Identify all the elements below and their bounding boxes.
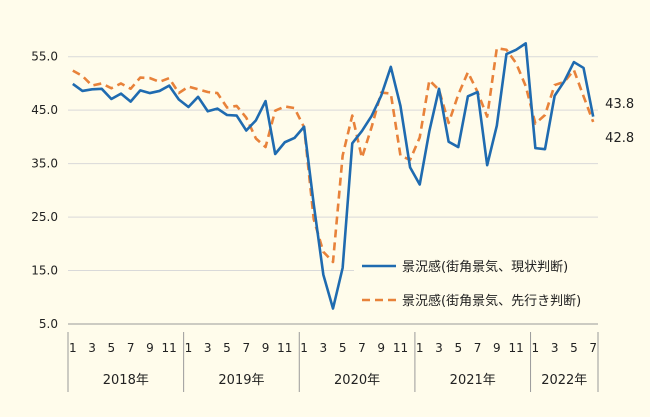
x-tick-label: 5 bbox=[339, 341, 347, 355]
x-tick-label: 9 bbox=[146, 341, 154, 355]
y-tick-label: 35.0 bbox=[31, 157, 58, 171]
current-series-line bbox=[72, 42, 595, 310]
legend-box bbox=[354, 246, 600, 318]
x-tick-label: 5 bbox=[570, 341, 578, 355]
x-tick-label: 5 bbox=[223, 341, 231, 355]
year-label: 2022年 bbox=[541, 373, 587, 388]
x-tick-label: 7 bbox=[358, 341, 366, 355]
x-tick-label: 9 bbox=[262, 341, 270, 355]
x-tick-label: 11 bbox=[162, 341, 177, 355]
year-label: 2020年 bbox=[334, 373, 380, 388]
x-tick-label: 11 bbox=[277, 341, 292, 355]
legend-label-forecast: 景況感(街角景気、先行き判断) bbox=[402, 293, 581, 309]
x-tick-label: 9 bbox=[377, 341, 385, 355]
x-tick-label: 11 bbox=[393, 341, 408, 355]
x-tick-label: 7 bbox=[474, 341, 482, 355]
y-tick-label: 45.0 bbox=[31, 103, 58, 117]
legend-label-current: 景況感(街角景気、現状判断) bbox=[402, 259, 568, 275]
y-tick-label: 25.0 bbox=[31, 210, 58, 224]
y-tick-label: 55.0 bbox=[31, 50, 58, 64]
x-tick-label: 1 bbox=[416, 341, 424, 355]
x-tick-label: 3 bbox=[204, 341, 212, 355]
end-labels: 43.8 42.8 bbox=[605, 97, 634, 146]
y-axis-ticks: 5.0 15.0 25.0 35.0 45.0 55.0 bbox=[31, 50, 58, 331]
y-tick-label: 5.0 bbox=[39, 317, 58, 331]
x-tick-label: 3 bbox=[88, 341, 96, 355]
series-lines bbox=[72, 42, 595, 310]
x-tick-label: 3 bbox=[320, 341, 328, 355]
x-tick-label: 1 bbox=[69, 341, 77, 355]
year-label: 2018年 bbox=[103, 373, 149, 388]
x-tick-label: 7 bbox=[242, 341, 250, 355]
x-tick-label: 1 bbox=[532, 341, 540, 355]
x-tick-label: 7 bbox=[127, 341, 135, 355]
x-tick-label: 9 bbox=[493, 341, 501, 355]
x-tick-label: 1 bbox=[185, 341, 193, 355]
x-tick-label: 3 bbox=[435, 341, 443, 355]
forecast-end-label: 42.8 bbox=[605, 131, 634, 146]
x-tick-label: 11 bbox=[508, 341, 523, 355]
current-end-label: 43.8 bbox=[605, 97, 634, 112]
legend: 景況感(街角景気、現状判断) 景況感(街角景気、先行き判断) bbox=[354, 246, 600, 318]
y-tick-label: 15.0 bbox=[31, 264, 58, 278]
year-label: 2019年 bbox=[218, 373, 264, 388]
x-tick-label: 5 bbox=[108, 341, 116, 355]
x-tick-label: 1 bbox=[300, 341, 308, 355]
x-tick-label: 3 bbox=[551, 341, 559, 355]
year-label: 2021年 bbox=[450, 373, 496, 388]
forecast-series-line bbox=[72, 46, 595, 264]
x-tick-label: 7 bbox=[589, 341, 597, 355]
x-tick-label: 5 bbox=[454, 341, 462, 355]
